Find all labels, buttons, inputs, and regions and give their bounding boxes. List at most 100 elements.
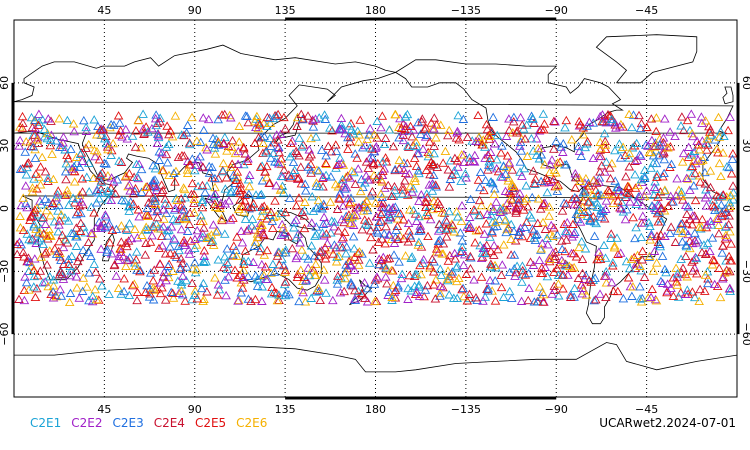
observation-marker bbox=[269, 137, 279, 147]
observation-marker bbox=[544, 202, 555, 211]
observation-marker bbox=[502, 151, 513, 160]
observation-marker bbox=[114, 130, 124, 139]
observation-marker bbox=[403, 141, 413, 150]
observation-marker bbox=[87, 296, 98, 306]
observation-marker bbox=[113, 255, 124, 264]
observation-marker bbox=[445, 174, 456, 183]
observation-marker bbox=[517, 120, 528, 129]
observation-marker bbox=[18, 247, 28, 257]
observation-marker bbox=[319, 110, 330, 119]
observation-marker bbox=[435, 235, 445, 244]
observation-marker bbox=[522, 151, 533, 160]
observation-marker bbox=[250, 116, 260, 126]
observation-marker bbox=[304, 152, 315, 161]
observation-marker bbox=[335, 287, 346, 297]
observation-marker bbox=[54, 113, 65, 123]
observation-marker bbox=[296, 162, 306, 171]
observation-marker bbox=[37, 152, 47, 162]
observation-marker bbox=[683, 174, 693, 183]
observation-marker bbox=[237, 237, 248, 247]
observation-marker bbox=[212, 290, 223, 299]
observation-marker bbox=[371, 226, 382, 235]
observation-marker bbox=[649, 182, 660, 192]
observation-marker bbox=[81, 122, 91, 132]
observation-marker bbox=[154, 147, 165, 156]
observation-marker bbox=[671, 190, 681, 200]
observation-marker bbox=[38, 278, 48, 287]
observation-marker bbox=[725, 255, 735, 265]
coastline-uk bbox=[722, 86, 734, 105]
observation-marker bbox=[34, 109, 44, 118]
observation-marker bbox=[291, 232, 302, 242]
observation-marker bbox=[27, 122, 38, 132]
observation-marker bbox=[19, 252, 29, 261]
observation-marker bbox=[641, 140, 651, 149]
observation-marker bbox=[429, 113, 440, 122]
observation-marker bbox=[249, 225, 260, 234]
observation-marker bbox=[317, 228, 328, 237]
observation-marker bbox=[705, 182, 716, 192]
observation-marker bbox=[641, 122, 652, 131]
observation-marker bbox=[720, 222, 731, 231]
observation-marker bbox=[473, 110, 483, 120]
observation-marker bbox=[314, 251, 324, 261]
observation-marker bbox=[683, 202, 694, 211]
observation-marker bbox=[353, 286, 364, 296]
coastline-new-guinea bbox=[276, 210, 317, 230]
observation-marker bbox=[248, 257, 259, 266]
observation-marker bbox=[397, 189, 408, 198]
coastline-antarctica bbox=[14, 342, 738, 373]
observation-marker bbox=[244, 189, 254, 198]
observation-marker bbox=[42, 260, 52, 269]
observation-marker bbox=[27, 186, 38, 196]
observation-marker bbox=[676, 254, 686, 263]
observation-marker bbox=[376, 209, 386, 219]
observation-marker bbox=[579, 187, 590, 197]
observation-marker bbox=[517, 171, 527, 180]
observation-marker bbox=[138, 124, 149, 133]
observation-marker bbox=[331, 242, 341, 252]
observation-marker bbox=[148, 180, 159, 189]
observation-marker bbox=[186, 189, 197, 199]
observation-marker bbox=[561, 115, 572, 125]
observation-marker bbox=[286, 171, 297, 181]
observation-marker bbox=[60, 213, 70, 222]
observation-marker bbox=[489, 240, 499, 250]
observation-marker bbox=[520, 222, 530, 232]
observation-marker bbox=[573, 273, 584, 283]
observation-marker bbox=[108, 138, 118, 148]
observation-marker bbox=[230, 148, 241, 158]
observation-marker bbox=[702, 219, 713, 229]
observation-marker bbox=[632, 250, 643, 259]
observation-marker bbox=[66, 266, 76, 275]
observation-marker bbox=[716, 200, 727, 209]
observation-marker bbox=[161, 142, 172, 151]
observation-marker bbox=[624, 162, 635, 171]
observation-marker bbox=[355, 115, 365, 124]
observation-marker bbox=[635, 123, 646, 133]
observation-marker bbox=[181, 262, 192, 271]
observation-marker bbox=[411, 287, 422, 296]
observation-marker bbox=[219, 109, 230, 119]
observation-marker bbox=[437, 249, 447, 258]
observation-marker bbox=[424, 180, 435, 189]
observation-marker bbox=[509, 112, 519, 121]
observation-marker bbox=[198, 113, 209, 122]
observation-marker bbox=[265, 118, 276, 128]
observation-marker bbox=[265, 178, 275, 187]
observation-marker bbox=[257, 271, 267, 280]
observation-marker bbox=[528, 166, 539, 175]
observation-marker bbox=[459, 249, 470, 259]
observation-marker bbox=[687, 161, 698, 171]
observation-marker bbox=[227, 142, 237, 152]
observation-marker bbox=[538, 217, 548, 227]
observation-marker bbox=[668, 273, 679, 282]
observation-marker bbox=[455, 228, 466, 237]
observation-marker bbox=[240, 149, 251, 158]
observation-marker bbox=[552, 181, 563, 191]
observation-marker bbox=[526, 133, 537, 143]
observation-marker bbox=[693, 155, 703, 164]
observation-marker bbox=[73, 207, 83, 216]
observation-marker bbox=[377, 207, 388, 217]
observation-marker bbox=[465, 251, 476, 261]
